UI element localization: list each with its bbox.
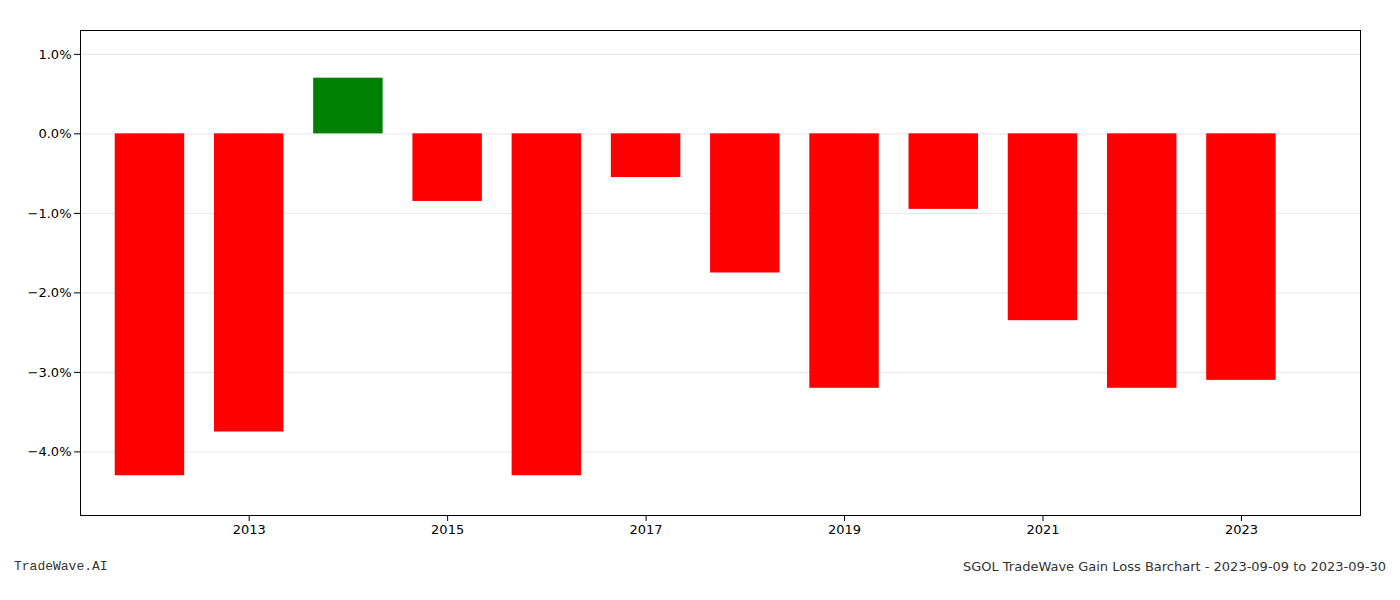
svg-text:−2.0%: −2.0%	[28, 285, 72, 300]
svg-text:−4.0%: −4.0%	[28, 444, 72, 459]
svg-text:2019: 2019	[828, 522, 861, 537]
svg-text:−1.0%: −1.0%	[28, 206, 72, 221]
svg-text:2015: 2015	[431, 522, 464, 537]
svg-text:0.0%: 0.0%	[38, 126, 71, 141]
svg-text:−3.0%: −3.0%	[28, 365, 72, 380]
svg-text:2013: 2013	[233, 522, 266, 537]
svg-text:1.0%: 1.0%	[38, 47, 71, 62]
html-text:SGOL TradeWave Gain Loss Barch: SGOL TradeWave Gain Loss Barchart - 2023…	[962, 559, 1386, 574]
svg-text:2017: 2017	[630, 522, 663, 537]
svg-text:2021: 2021	[1026, 522, 1059, 537]
svg-text:2023: 2023	[1225, 522, 1258, 537]
html-text:TradeWave.AI: TradeWave.AI	[14, 559, 108, 574]
